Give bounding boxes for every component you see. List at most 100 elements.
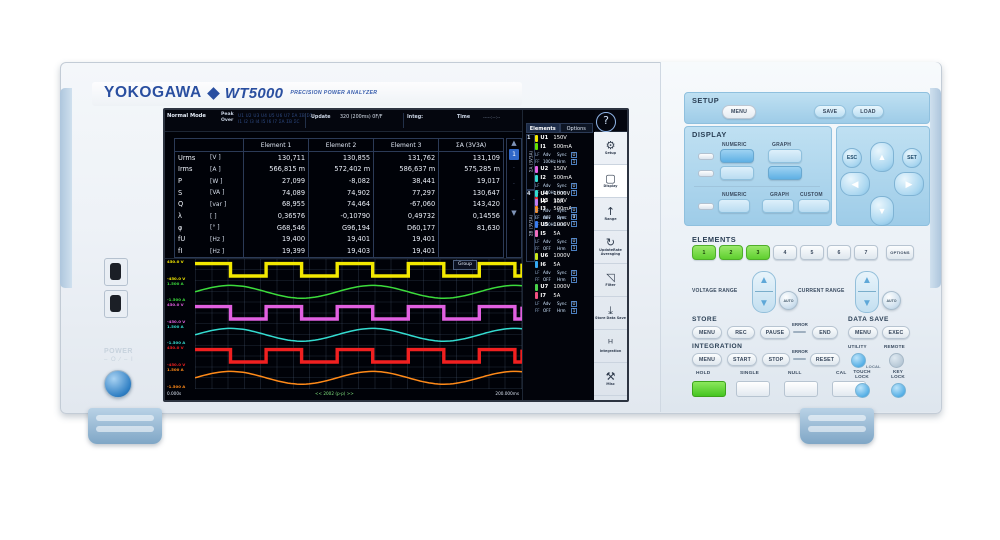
element-channel-row[interactable]: I4 30A [535, 198, 593, 207]
sync-box-icon[interactable]: U [571, 300, 577, 307]
element-channel-row[interactable]: I3 500mA [535, 205, 593, 214]
datasave-exec-button[interactable]: EXEC [882, 326, 910, 339]
hrm-box-icon[interactable]: 1 [571, 221, 577, 228]
display-numeric-button-2[interactable] [720, 166, 754, 180]
nav-down-button[interactable]: ▼ [870, 196, 894, 226]
store-menu-button[interactable]: MENU [692, 326, 722, 339]
scroll-down-icon[interactable]: ▼ [511, 209, 517, 217]
element-channel-row[interactable]: I7 5A [535, 292, 593, 301]
key-lock-button[interactable] [891, 383, 906, 398]
element-channel-row[interactable]: U1 150V [535, 134, 593, 143]
null-button[interactable] [784, 381, 818, 397]
scroll-up-icon[interactable]: ▲ [511, 139, 517, 147]
usb-port-top[interactable] [104, 258, 128, 286]
sync-box-icon[interactable]: U [571, 151, 577, 158]
element-tab[interactable]: Options [559, 123, 593, 133]
filter-icon[interactable]: ◹ Filter [594, 264, 627, 297]
hrm-box-icon[interactable]: 1 [571, 214, 577, 221]
elements-options-button[interactable]: OPTIONS [886, 245, 914, 260]
nav-right-button[interactable]: ▶ [894, 172, 924, 196]
store-end-button[interactable]: END [812, 326, 838, 339]
current-range-up-icon[interactable]: ▲ [862, 275, 872, 286]
element-channel-row[interactable]: I6 5A [535, 260, 593, 269]
element-channel-row[interactable]: U4 1000V [535, 190, 593, 199]
datasave-menu-button[interactable]: MENU [848, 326, 878, 339]
voltage-range-stepper[interactable]: ▲ ▼ [752, 271, 776, 313]
integration-icon[interactable]: ᴴ Integration [594, 330, 627, 363]
nav-left-button[interactable]: ◀ [840, 172, 870, 196]
element-button-3[interactable]: 3 [746, 245, 770, 260]
misc-icon[interactable]: ⚒ Misc [594, 363, 627, 396]
display-graph-button-1[interactable] [768, 149, 802, 163]
element-channel-row[interactable]: U7 1000V [535, 283, 593, 292]
element-button-4[interactable]: 4 [773, 245, 797, 260]
sync-box-icon[interactable]: U [571, 238, 577, 245]
element-channel-row[interactable]: I2 500mA [535, 174, 593, 183]
element-channel-row[interactable]: I1 500mA [535, 143, 593, 152]
help-icon[interactable]: ? [596, 112, 616, 132]
page-indicator[interactable]: 1 [509, 149, 519, 160]
save-button[interactable]: SAVE [814, 105, 846, 118]
usb-port-bottom[interactable] [104, 290, 128, 318]
voltage-range-up-icon[interactable]: ▲ [759, 275, 769, 286]
store-rec-button[interactable]: REC [727, 326, 755, 339]
load-button[interactable]: LOAD [852, 105, 884, 118]
remote-button[interactable] [889, 353, 904, 368]
touch-lock-button[interactable] [855, 383, 870, 398]
power-button[interactable] [104, 370, 132, 398]
set-button[interactable]: SET [902, 148, 922, 168]
display-custom-button[interactable] [798, 199, 830, 213]
integration-start-button[interactable]: START [727, 353, 757, 366]
setup-menu-button[interactable]: MENU [722, 105, 756, 119]
element-button-2[interactable]: 2 [719, 245, 743, 260]
display-graph-button-2[interactable] [768, 166, 802, 180]
table-row: S [VA ] 74,089 74,902 77,297 130,647 [175, 186, 503, 199]
element-channel-row[interactable]: U5 1000V [535, 221, 593, 230]
hrm-box-icon[interactable]: 1 [571, 158, 577, 165]
setup-icon[interactable]: ⚙ Setup [594, 132, 627, 165]
integration-reset-button[interactable]: RESET [810, 353, 840, 366]
element-tab[interactable]: Elements [526, 123, 560, 133]
voltage-range-down-icon[interactable]: ▼ [759, 298, 769, 309]
voltage-auto-button[interactable]: AUTO [779, 291, 798, 310]
sync-box-icon[interactable]: U [571, 207, 577, 214]
store-icon[interactable]: ⤓ Store Data Save [594, 297, 627, 330]
sync-box-icon[interactable]: U [571, 182, 577, 189]
element-channel-row[interactable]: U2 150V [535, 165, 593, 174]
esc-button[interactable]: ESC [842, 148, 862, 168]
hrm-box-icon[interactable]: 1 [571, 245, 577, 252]
element-tabs[interactable]: Elements Options [526, 123, 593, 133]
rail-dot-1[interactable]: · [513, 165, 515, 172]
display-numeric-button-3[interactable] [718, 199, 750, 213]
utility-button[interactable] [851, 353, 866, 368]
element-button-5[interactable]: 5 [800, 245, 824, 260]
element-button-1[interactable]: 1 [692, 245, 716, 260]
integration-stop-button[interactable]: STOP [762, 353, 790, 366]
element-channel-row[interactable]: U6 1000V [535, 252, 593, 261]
hrm-box-icon[interactable]: 1 [571, 276, 577, 283]
display-graph-button-3[interactable] [762, 199, 794, 213]
element-button-6[interactable]: 6 [827, 245, 851, 260]
rail-dot-3[interactable]: · [513, 197, 515, 204]
icon-sidebar[interactable]: ⚙ Setup ▢ Display ↑ Range ↻ UpdateRate Averagin… [594, 132, 627, 400]
current-auto-button[interactable]: AUTO [882, 291, 901, 310]
nav-up-button[interactable]: ▲ [870, 142, 894, 172]
sync-box-icon[interactable]: U [571, 269, 577, 276]
display-numeric-button-1[interactable] [720, 149, 754, 163]
range-icon[interactable]: ↑ Range [594, 198, 627, 231]
page-scroll-rail[interactable]: ▲ 1 · · · ▼ [506, 138, 522, 258]
current-range-stepper[interactable]: ▲ ▼ [855, 271, 879, 313]
display-icon[interactable]: ▢ Display [594, 165, 627, 198]
element-button-7[interactable]: 7 [854, 245, 878, 260]
current-range-down-icon[interactable]: ▼ [862, 298, 872, 309]
rail-dot-2[interactable]: · [513, 181, 515, 188]
hrm-box-icon[interactable]: 1 [571, 307, 577, 314]
integration-menu-button[interactable]: MENU [692, 353, 722, 366]
store-pause-button[interactable]: PAUSE [760, 326, 790, 339]
updaterate-icon[interactable]: ↻ UpdateRate Averaging [594, 231, 627, 264]
element-channel-row[interactable]: I5 5A [535, 229, 593, 238]
hold-button[interactable] [692, 381, 726, 397]
hrm-label: Hrm [557, 245, 566, 251]
hrm-box-icon[interactable]: 1 [571, 189, 577, 196]
single-button[interactable] [736, 381, 770, 397]
